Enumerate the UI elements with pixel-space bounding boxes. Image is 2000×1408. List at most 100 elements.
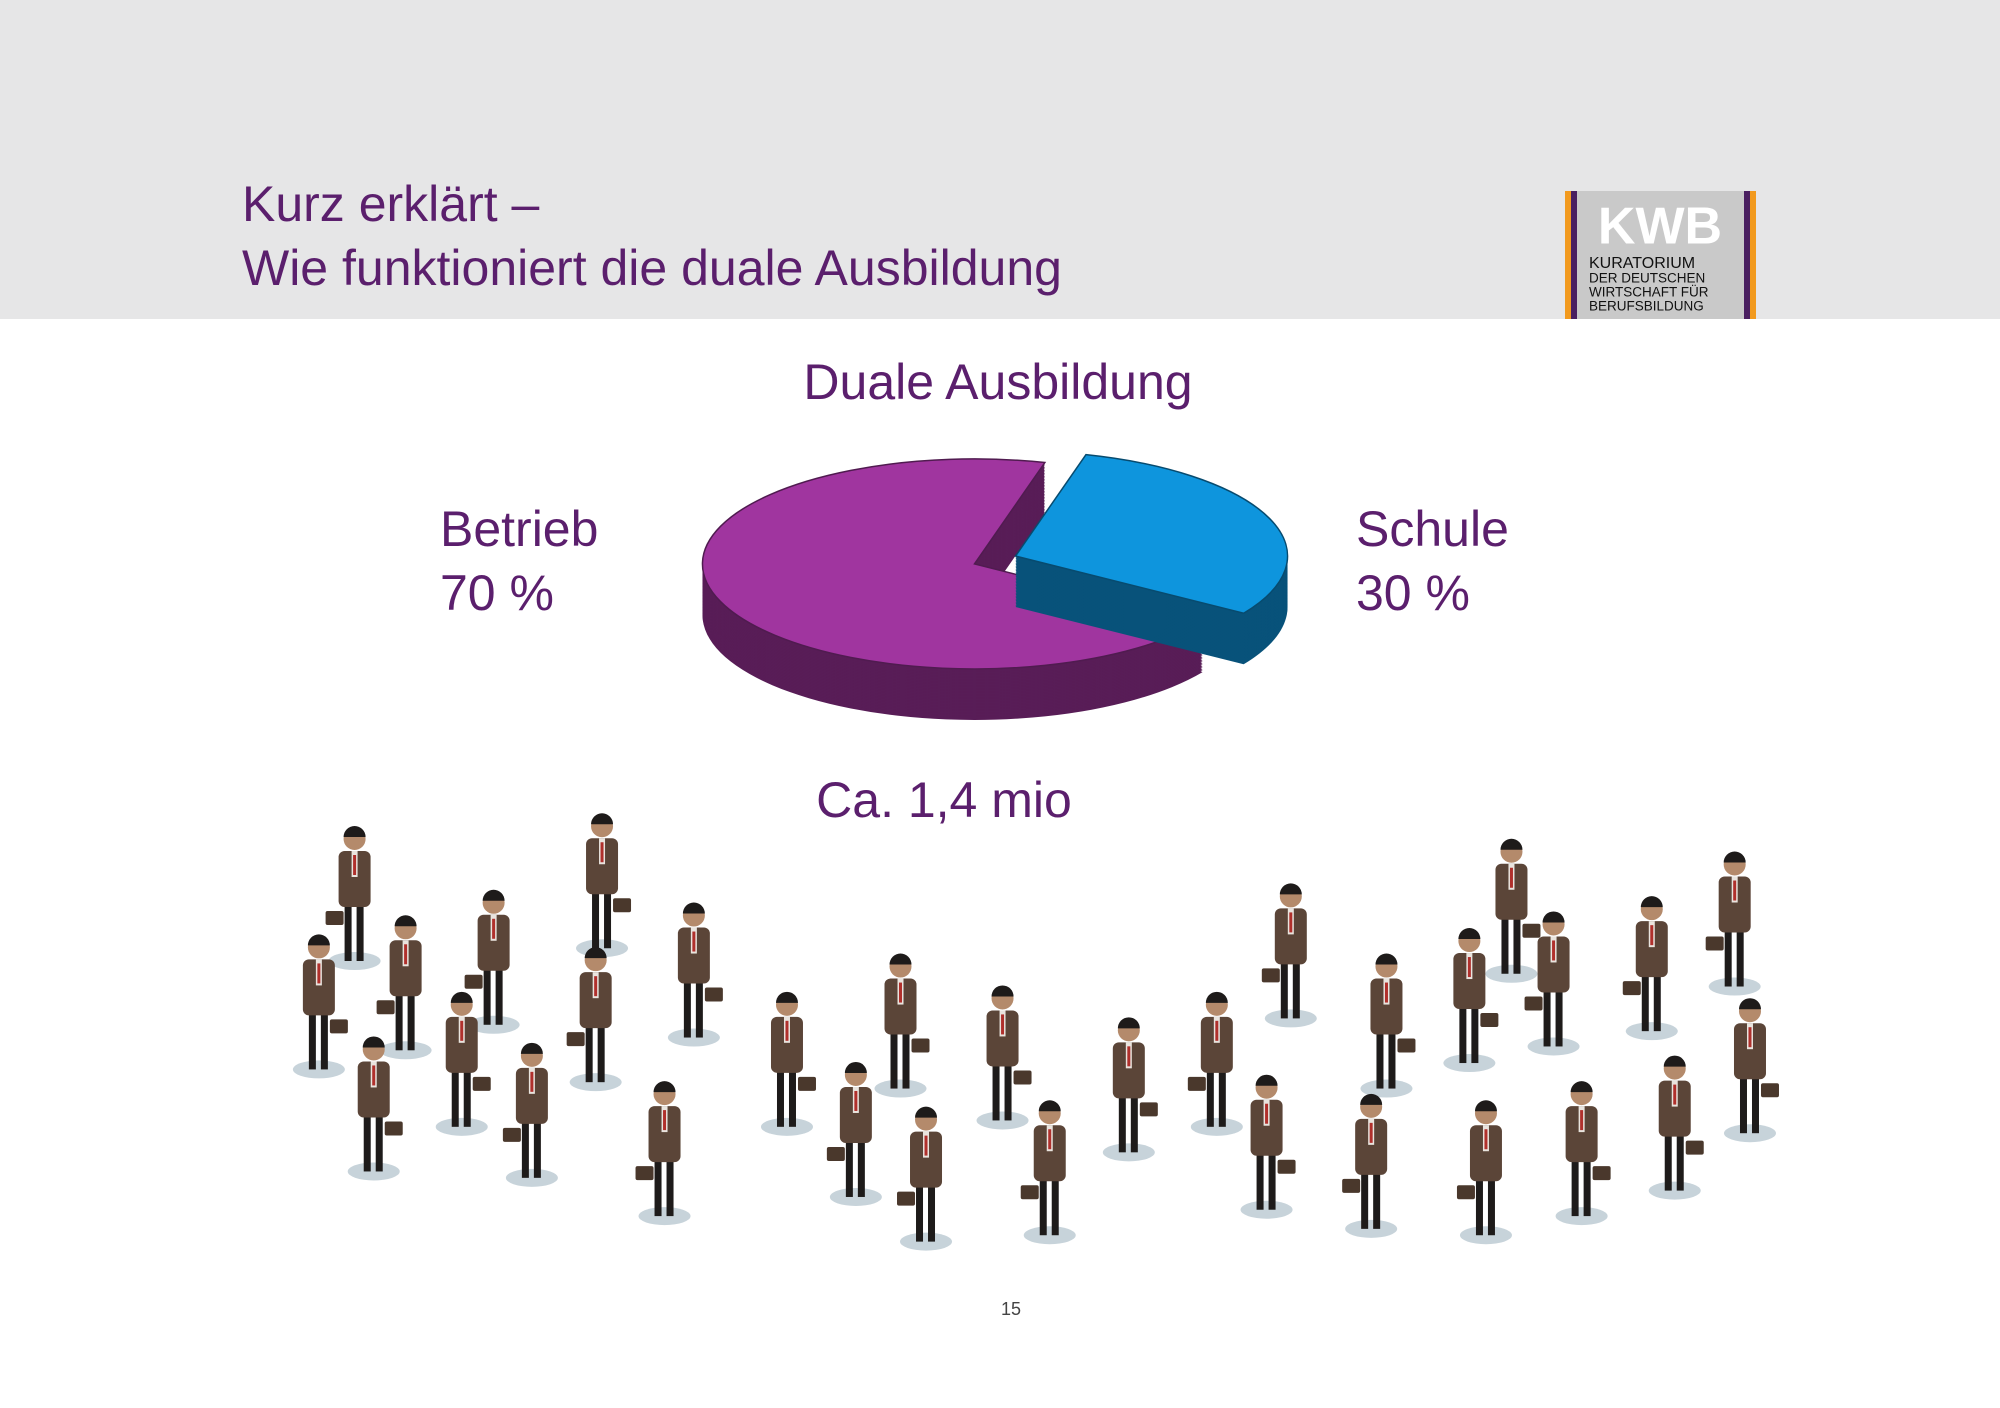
shadow [1459,1226,1512,1245]
briefcase [613,898,632,913]
shadow [1345,1219,1398,1238]
tie [372,1065,376,1086]
shadow [900,1232,953,1251]
briefcase [635,1166,654,1181]
person [635,1081,691,1226]
person [1555,1081,1611,1226]
person [1524,911,1580,1056]
hair [1723,851,1746,863]
briefcase [329,1019,348,1034]
leg [845,1136,853,1197]
hair [1474,1100,1497,1112]
leg [363,1111,371,1172]
hair [1542,911,1565,923]
hair [1279,883,1302,895]
leg [1513,913,1521,974]
tie [1215,1020,1219,1041]
leg [1724,926,1732,987]
person [1456,1100,1512,1245]
briefcase [1397,1038,1416,1053]
tie [1467,957,1471,978]
leg [592,888,600,949]
briefcase [1760,1083,1779,1098]
page-number: 15 [1001,1299,1021,1319]
leg [483,964,491,1025]
shadow [667,1028,720,1047]
shadow [874,1079,927,1098]
tie [1127,1046,1131,1067]
leg [1641,971,1649,1032]
tie [1748,1027,1752,1048]
briefcase [1020,1185,1039,1200]
shadow [1240,1200,1293,1219]
leg [1118,1092,1126,1153]
shadow [760,1117,813,1136]
briefcase [1524,996,1543,1011]
leg [992,1060,1000,1121]
shadow [1648,1181,1701,1200]
leg [1664,1130,1672,1191]
shadow [1555,1207,1608,1226]
leg [597,1022,605,1083]
tie [353,855,357,876]
briefcase [1342,1178,1361,1193]
jacket [445,1016,478,1073]
hair [520,1042,543,1054]
leg [666,1156,674,1217]
briefcase [826,1146,845,1161]
pie [701,453,1289,720]
jacket [1537,936,1570,993]
jacket [477,914,510,971]
hair [1458,928,1481,940]
person [826,1061,882,1206]
person [325,826,381,971]
briefcase [472,1076,491,1091]
hair [307,934,330,946]
shadow [1625,1022,1678,1041]
hair [1038,1100,1061,1112]
hair [1663,1055,1686,1067]
leg [1555,986,1563,1047]
shadow [347,1162,400,1181]
jacket [1658,1080,1691,1137]
leg [407,990,415,1051]
shadow [1102,1143,1155,1162]
jacket [389,940,422,997]
person [435,991,491,1136]
leg [1004,1060,1012,1121]
tie [600,842,604,863]
hair [1375,953,1398,965]
briefcase [1592,1166,1611,1181]
annotation: Ca. 1,4 mio [816,772,1072,828]
shadow [829,1187,882,1206]
jacket [1355,1118,1388,1175]
jacket [586,838,619,895]
logo-text: DER DEUTSCHEN [1589,271,1705,286]
tie [1580,1110,1584,1131]
hair [1570,1081,1593,1093]
leg [1543,986,1551,1047]
jacket [515,1067,548,1124]
hair [450,991,473,1003]
shadow [292,1060,345,1079]
leg [1373,1168,1381,1229]
person [376,915,432,1060]
jacket [910,1131,943,1188]
hair [362,1036,385,1048]
briefcase [1480,1013,1499,1028]
leg [1583,1156,1591,1217]
jacket [302,959,335,1016]
briefcase [1522,923,1541,938]
person [874,953,930,1098]
shadow [1708,977,1761,996]
jacket [1453,953,1486,1010]
shadow [1443,1054,1496,1073]
jacket [1469,1125,1502,1182]
hair [1255,1074,1278,1086]
person [1342,1093,1398,1238]
tie [1484,1129,1488,1150]
leg [1361,1168,1369,1229]
person [576,813,632,958]
